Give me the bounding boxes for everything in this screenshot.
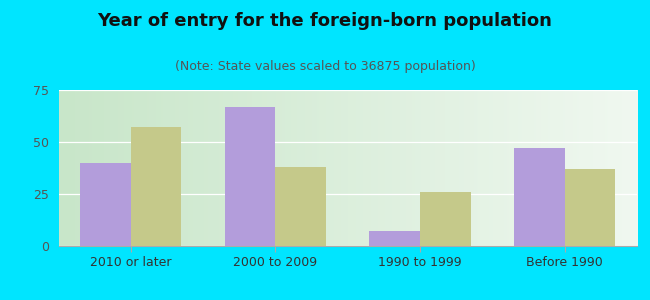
Bar bbox=[565, 169, 616, 246]
Bar bbox=[80, 163, 131, 246]
Bar bbox=[514, 148, 565, 246]
Legend: 36875, Alabama: 36875, Alabama bbox=[250, 295, 445, 300]
Text: (Note: State values scaled to 36875 population): (Note: State values scaled to 36875 popu… bbox=[175, 60, 475, 73]
Bar bbox=[131, 128, 181, 246]
Bar bbox=[420, 192, 471, 246]
Text: Year of entry for the foreign-born population: Year of entry for the foreign-born popul… bbox=[98, 12, 552, 30]
Bar bbox=[369, 231, 420, 246]
Bar bbox=[225, 106, 276, 246]
Bar bbox=[276, 167, 326, 246]
